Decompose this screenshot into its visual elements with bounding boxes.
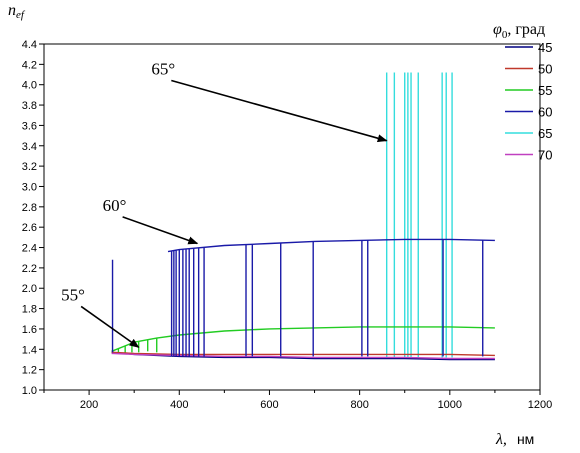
y-tick-label: 1.2 bbox=[22, 365, 37, 377]
legend-title-sub: 0 bbox=[502, 29, 508, 41]
legend-label-45: 45 bbox=[538, 40, 552, 55]
legend-title-symbol: φ bbox=[493, 21, 502, 38]
legend-label-50: 50 bbox=[538, 62, 552, 77]
series-layer bbox=[111, 72, 495, 361]
plot-frame bbox=[43, 43, 541, 391]
x-tick-label: 1200 bbox=[528, 399, 552, 411]
y-tick-label: 1.4 bbox=[22, 344, 37, 356]
y-tick-label: 1.0 bbox=[22, 385, 37, 397]
series-line-50 bbox=[111, 351, 495, 357]
legend-label-65: 65 bbox=[538, 126, 552, 141]
y-tick-label: 3.2 bbox=[22, 161, 37, 173]
annotation-label: 55° bbox=[61, 285, 85, 304]
x-tick-label: 1000 bbox=[438, 399, 462, 411]
y-tick-label: 2.2 bbox=[22, 263, 37, 275]
y-axis-title: nef bbox=[8, 2, 26, 21]
x-tick-label: 800 bbox=[350, 399, 368, 411]
y-tick-label: 2.6 bbox=[22, 222, 37, 234]
legend: φ0, град 45 50 55 60 65 70 bbox=[493, 21, 552, 163]
y-tick-label: 1.6 bbox=[22, 324, 37, 336]
annotation-layer: 55° 60° 65° bbox=[61, 60, 388, 348]
y-tick-label: 2.0 bbox=[22, 283, 37, 295]
annotation-label: 60° bbox=[103, 196, 127, 215]
x-axis-title-main: λ, bbox=[495, 431, 507, 448]
annotation-arrow bbox=[171, 79, 388, 143]
y-tick-label: 4.2 bbox=[22, 59, 37, 71]
y-tick-label: 2.4 bbox=[22, 243, 37, 255]
series-line-60 bbox=[167, 238, 495, 253]
legend-title-unit: , град bbox=[507, 21, 545, 38]
x-tick-label: 600 bbox=[260, 399, 278, 411]
legend-label-60: 60 bbox=[538, 105, 552, 120]
x-axis-title: λ, нм bbox=[495, 431, 534, 448]
x-tick-label: 200 bbox=[80, 399, 98, 411]
legend-label-70: 70 bbox=[538, 148, 552, 163]
y-axis-title-sub: ef bbox=[16, 9, 26, 21]
y-tick-label: 3.0 bbox=[22, 181, 37, 193]
y-tick-label: 4.0 bbox=[22, 80, 37, 92]
annotation-label: 65° bbox=[151, 60, 175, 79]
y-tick-label: 4.4 bbox=[22, 39, 37, 51]
y-tick-label: 3.4 bbox=[22, 141, 37, 153]
series-line-70 bbox=[111, 352, 495, 360]
legend-label-55: 55 bbox=[538, 83, 552, 98]
annotation-arrow bbox=[122, 216, 199, 245]
y-tick-label: 3.8 bbox=[22, 100, 37, 112]
x-tick-label: 400 bbox=[170, 399, 188, 411]
y-axis-title-main: n bbox=[8, 2, 16, 19]
x-axis-unit: нм bbox=[517, 431, 534, 447]
y-axis: 1.0 1.2 1.4 1.6 1.8 2.0 2.2 2.4 2.6 2.8 3.0 3.2 3.4 3… bbox=[22, 39, 44, 397]
y-tick-label: 2.8 bbox=[22, 202, 37, 214]
x-axis: 200 400 600 800 1000 1200 bbox=[43, 390, 552, 411]
annotation-arrow bbox=[80, 305, 140, 348]
series-line-55 bbox=[111, 326, 495, 352]
legend-title: φ0, град bbox=[493, 21, 545, 41]
y-tick-label: 3.6 bbox=[22, 120, 37, 132]
y-tick-label: 1.8 bbox=[22, 304, 37, 316]
